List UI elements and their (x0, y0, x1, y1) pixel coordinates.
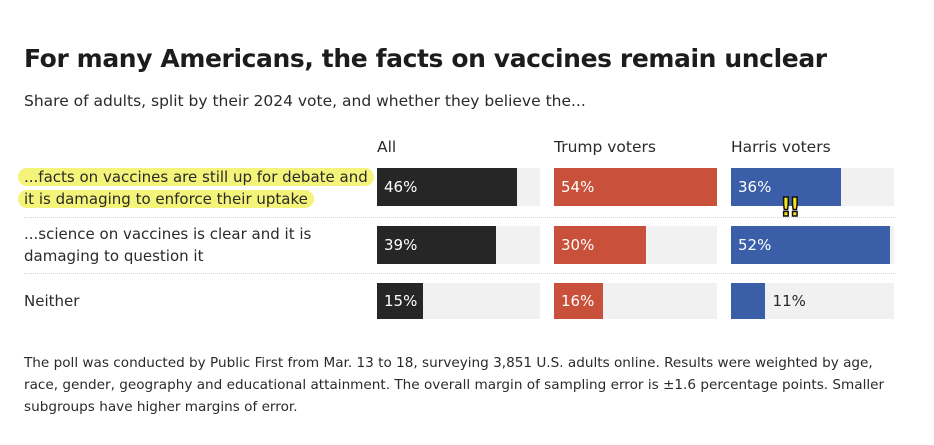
sep-1 (24, 217, 896, 218)
row-label-2: Neither (24, 290, 79, 312)
column-header-0: All (377, 138, 397, 156)
bar-track: 15% (377, 283, 540, 319)
bar-track: 39% (377, 226, 540, 264)
column-header-2: Harris voters (731, 138, 831, 156)
row-label-line: ...science on vaccines is clear and it i… (24, 225, 312, 243)
bar-track: 52% (731, 226, 894, 264)
value-label: 11% (772, 292, 806, 310)
methodology-note: The poll was conducted by Public First f… (24, 355, 885, 415)
value-label: 39% (384, 236, 418, 254)
value-label: 36% (738, 178, 772, 196)
bar-2-1 (731, 226, 890, 264)
chart-subtitle: Share of adults, split by their 2024 vot… (24, 92, 586, 110)
row-label-line: ...facts on vaccines are still up for de… (18, 168, 374, 186)
bar-2-2 (731, 283, 765, 319)
column-header-1: Trump voters (554, 138, 656, 156)
row-label-1: ...science on vaccines is clear and it i… (24, 223, 311, 267)
sep-2 (24, 273, 896, 274)
value-label: 15% (384, 292, 418, 310)
value-label: 46% (384, 178, 418, 196)
row-label-0: ...facts on vaccines are still up for de… (18, 166, 374, 210)
row-label-line: it is damaging to enforce their uptake (18, 190, 314, 208)
alert-annotation: !! (779, 193, 801, 223)
row-label-line: damaging to question it (24, 247, 204, 265)
bar-1-0 (554, 168, 717, 206)
bar-track: 16% (554, 283, 717, 319)
value-label: 54% (561, 178, 595, 196)
bar-track: 36% (731, 168, 894, 206)
value-label: 30% (561, 236, 595, 254)
value-label: 52% (738, 236, 772, 254)
bar-0-2 (377, 283, 423, 319)
value-label: 16% (561, 292, 595, 310)
row-label-line: Neither (24, 292, 80, 310)
bar-track: 54% (554, 168, 717, 206)
bar-1-2 (554, 283, 603, 319)
chart-title: For many Americans, the facts on vaccine… (24, 44, 827, 73)
bar-track: 30% (554, 226, 717, 264)
bar-track: 11% (731, 283, 894, 319)
bar-1-1 (554, 226, 646, 264)
bar-0-0 (377, 168, 518, 206)
bar-0-1 (377, 226, 496, 264)
bar-2-0 (731, 168, 841, 206)
bar-track: 46% (377, 168, 540, 206)
